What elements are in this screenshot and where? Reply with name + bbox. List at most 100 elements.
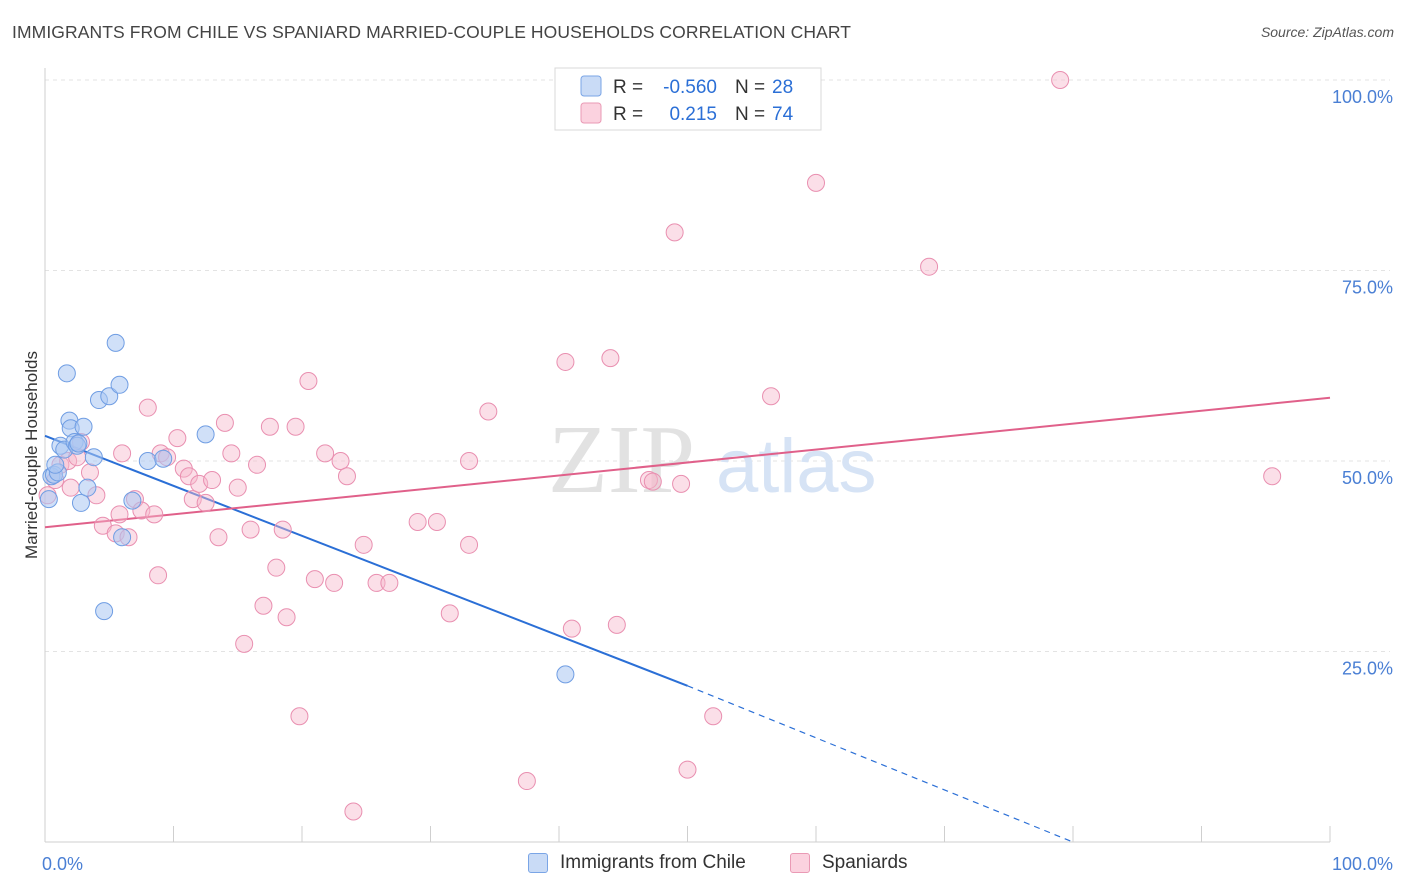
point-spaniard	[440, 604, 459, 623]
point-spaniard	[704, 707, 723, 726]
point-spaniard	[267, 558, 286, 577]
point-spaniard	[643, 472, 662, 491]
point-chile	[69, 434, 88, 453]
legend-swatch-spaniards-bottom	[790, 853, 810, 873]
legend-n-value-chile: 28	[772, 77, 793, 98]
chart-source: Source: ZipAtlas.com	[1260, 24, 1394, 40]
point-chile	[78, 478, 97, 497]
chart-title: IMMIGRANTS FROM CHILE VS SPANIARD MARRIE…	[12, 22, 852, 42]
point-chile	[138, 452, 157, 470]
watermark-zip: ZIP	[548, 406, 695, 514]
point-spaniard	[1051, 71, 1070, 89]
point-spaniard	[665, 223, 684, 242]
point-spaniard	[367, 573, 386, 592]
point-spaniard	[607, 615, 626, 634]
point-spaniard	[241, 520, 260, 539]
point-spaniard	[277, 608, 296, 627]
legend-swatch-spaniards	[580, 102, 602, 124]
legend-n-value-spaniards: 74	[772, 104, 794, 125]
point-spaniard	[209, 528, 228, 547]
point-chile	[110, 375, 129, 394]
x-tick-label-min: 0.0%	[42, 854, 83, 874]
point-spaniard	[235, 634, 254, 653]
point-spaniard	[168, 429, 187, 448]
point-spaniard	[61, 478, 80, 497]
y-tick-label: 50.0%	[1342, 468, 1393, 488]
point-spaniard	[260, 417, 279, 436]
trend-line-chile-extrapolated	[687, 685, 1074, 843]
point-spaniard	[517, 772, 536, 791]
legend-n-label-chile: N =	[735, 77, 765, 98]
point-spaniard	[354, 535, 373, 554]
point-chile	[57, 364, 76, 383]
y-tick-label: 25.0%	[1342, 659, 1393, 679]
point-spaniard	[331, 452, 350, 470]
gridlines	[45, 79, 1390, 652]
watermark-atlas: atlas	[716, 424, 877, 509]
point-spaniard	[562, 619, 581, 638]
legend-swatch-chile	[580, 75, 602, 97]
axes	[44, 68, 1331, 843]
point-spaniard	[316, 444, 335, 463]
point-spaniard	[325, 573, 344, 592]
y-tick-label: 100.0%	[1332, 87, 1393, 107]
point-spaniard	[273, 520, 292, 539]
point-spaniard	[145, 505, 164, 524]
point-chile	[556, 665, 575, 684]
legend-item-spaniards[interactable]: Spaniards	[790, 852, 908, 874]
point-chile	[71, 493, 90, 512]
point-spaniard	[920, 257, 939, 276]
legend-r-value-spaniards: 0.215	[669, 104, 717, 125]
point-spaniard	[110, 505, 129, 524]
point-spaniard	[299, 371, 318, 390]
point-spaniard	[248, 455, 267, 474]
point-chile	[106, 333, 125, 352]
legend-r-label-spaniards: R =	[613, 104, 643, 125]
point-chile	[84, 448, 103, 467]
legend-item-chile[interactable]: Immigrants from Chile	[528, 852, 746, 874]
point-spaniard	[286, 417, 305, 436]
point-chile	[154, 449, 173, 468]
point-spaniard	[460, 535, 479, 554]
point-chile	[100, 387, 119, 406]
legend-r-label-chile: R =	[613, 77, 643, 98]
point-chile	[46, 455, 65, 474]
legend-r-value-chile: -0.560	[663, 77, 717, 98]
point-spaniard	[762, 387, 781, 406]
stats-legend: R = -0.560 N = 28 R = 0.215 N = 74	[554, 67, 822, 131]
point-chile	[113, 528, 132, 547]
point-chile	[123, 491, 142, 510]
legend-n-label-spaniards: N =	[735, 104, 765, 125]
point-spaniard	[203, 471, 222, 490]
point-spaniard	[408, 512, 427, 531]
point-spaniard	[678, 760, 697, 779]
point-spaniard	[427, 512, 446, 531]
series-legend: Immigrants from Chile Spaniards	[0, 852, 1406, 878]
tick-labels: 25.0% 50.0% 75.0% 100.0% 0.0% 100.0%	[42, 87, 1393, 874]
point-spaniard	[380, 573, 399, 592]
legend-label-spaniards: Spaniards	[822, 852, 908, 873]
point-spaniard	[228, 478, 247, 497]
point-spaniard	[215, 413, 234, 432]
point-spaniard	[344, 802, 363, 821]
y-tick-label: 75.0%	[1342, 278, 1393, 298]
point-chile	[95, 602, 114, 621]
y-axis-label: Married-couple Households	[22, 351, 41, 559]
point-spaniard	[254, 596, 273, 615]
point-spaniard	[196, 493, 215, 512]
legend-swatch-chile-bottom	[528, 853, 548, 873]
trend-line-spaniards	[44, 396, 1331, 529]
point-chile	[196, 425, 215, 444]
point-spaniard	[290, 707, 309, 726]
trend-line-chile	[44, 434, 688, 687]
point-spaniard	[479, 402, 498, 421]
point-spaniard	[138, 398, 157, 417]
point-chile	[39, 490, 58, 509]
x-tick-label-max: 100.0%	[1332, 854, 1393, 874]
data-points	[38, 71, 1282, 821]
point-spaniard	[305, 570, 324, 589]
point-spaniard	[80, 463, 99, 482]
legend-label-chile: Immigrants from Chile	[560, 852, 746, 873]
point-spaniard	[460, 452, 479, 470]
